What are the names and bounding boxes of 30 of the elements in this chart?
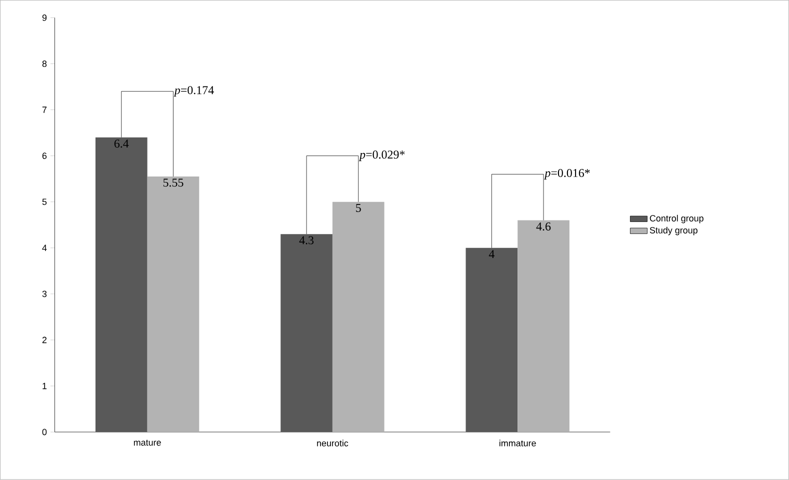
data-label: 5.55	[163, 178, 184, 187]
annotation: p=0.029*	[358, 150, 405, 162]
bar	[95, 138, 148, 432]
y-tick-label: 0	[42, 428, 47, 436]
x-tick-label: immature	[499, 440, 536, 447]
data-label: 4.3	[299, 236, 314, 244]
y-tick-label: 4	[42, 244, 47, 252]
y-tick-label: 7	[42, 106, 47, 113]
annotation: p=0.174	[174, 86, 214, 97]
y-tick-label: 9	[42, 14, 47, 22]
legend-label: Study group	[650, 226, 698, 236]
bar	[280, 234, 332, 432]
y-tick-label: 3	[42, 290, 47, 298]
x-tick-label: mature	[134, 440, 161, 446]
data-label: 4.6	[536, 222, 551, 231]
bar	[332, 202, 384, 432]
y-tick-label: 5	[42, 198, 47, 206]
data-label: 6.4	[114, 140, 129, 148]
bar	[466, 248, 518, 432]
bar	[147, 176, 200, 432]
data-label: 4	[488, 250, 494, 258]
y-tick-label: 8	[42, 60, 47, 68]
y-tick-label: 6	[42, 152, 47, 160]
y-tick-label: 1	[42, 383, 47, 390]
y-tick-label: 2	[42, 336, 47, 344]
legend-label: Control group	[650, 214, 704, 224]
data-label: 5	[356, 204, 361, 212]
annotation: p=0.016*	[544, 169, 590, 180]
x-tick-label: neurotic	[317, 440, 348, 447]
bar	[518, 220, 570, 432]
